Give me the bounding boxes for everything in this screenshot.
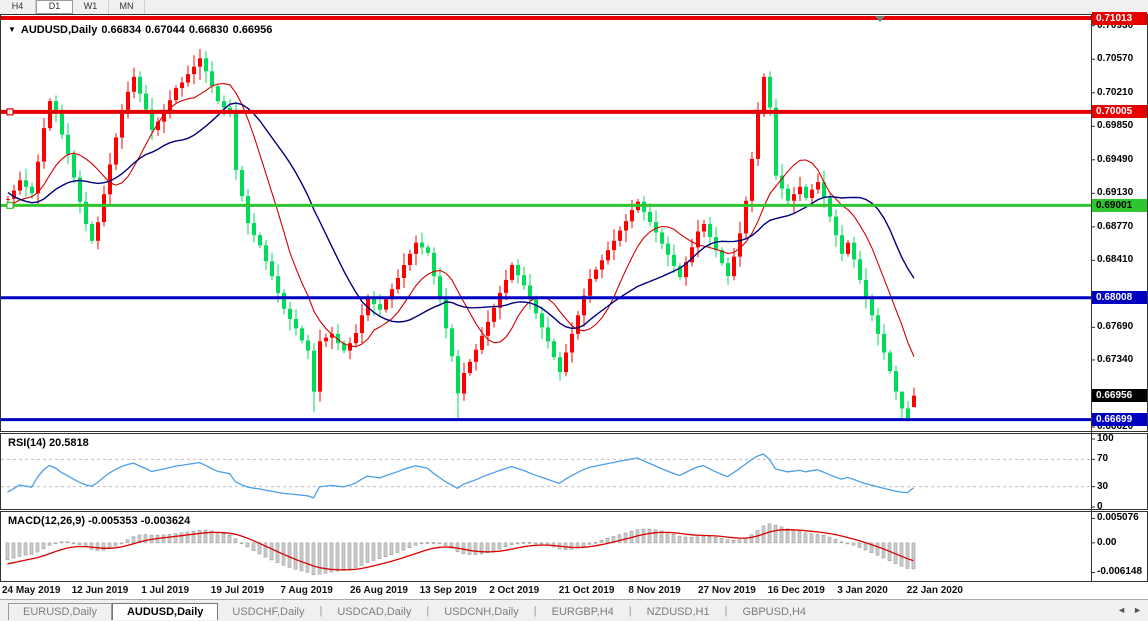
macd-tick-0.00: 0.00 [1097, 536, 1117, 548]
timeframe-button-mn[interactable]: MN [109, 0, 145, 14]
price-line-label-0.66699: 0.66699 [1092, 413, 1147, 427]
price-tick-0.67690: 0.67690 [1097, 321, 1134, 333]
chart-title: ▼ AUDUSD,Daily 0.66834 0.67044 0.66830 0.6695… [8, 24, 276, 36]
rsi-tick-0: 0 [1097, 501, 1103, 512]
price-tick-0.67340: 0.67340 [1097, 353, 1134, 365]
macd-name: MACD(12,26,9) [8, 515, 86, 527]
tab-separator: | [319, 605, 323, 617]
tab-audusd-daily[interactable]: AUDUSD,Daily [111, 603, 219, 620]
chart-shift-marker-icon[interactable] [875, 16, 885, 22]
tabs-scroll-left-icon[interactable]: ◄ [1117, 605, 1126, 615]
ohlc-high: 0.67044 [145, 24, 185, 36]
price-tick-0.70210: 0.70210 [1097, 86, 1134, 98]
rsi-plot[interactable] [0, 433, 1148, 510]
chart-dropdown-icon[interactable]: ▼ [8, 25, 16, 34]
rsi-line [7, 453, 914, 499]
current-price-label: 0.66956 [1092, 389, 1147, 403]
tab-separator: | [426, 605, 430, 617]
rsi-tick-70: 70 [1097, 453, 1109, 465]
chart-tabs-bar: EURUSD,Daily AUDUSD,Daily USDCHF,Daily | USD… [0, 599, 1148, 621]
date-label-21-oct-2019: 21 Oct 2019 [558, 585, 615, 596]
date-label-27-nov-2019: 27 Nov 2019 [698, 585, 756, 596]
price-tick-0.66620: 0.66620 [1097, 421, 1134, 432]
tab-nzdusd-h1[interactable]: NZDUSD,H1 [646, 605, 710, 618]
timeframe-button-h4[interactable]: H4 [0, 0, 36, 14]
candles-layer [6, 49, 916, 422]
macd-plot[interactable] [0, 511, 1148, 582]
tab-separator: | [533, 605, 537, 617]
ma-slow-line [7, 102, 915, 330]
date-label-19-jul-2019: 19 Jul 2019 [210, 585, 265, 596]
date-label-24-may-2019: 24 May 2019 [2, 585, 61, 596]
hline-anchor-0.69001[interactable] [6, 201, 14, 209]
chart-symbol-label: AUDUSD,Daily [20, 24, 98, 36]
macd-tick-0.005076: 0.005076 [1097, 512, 1139, 524]
date-label-13-sep-2019: 13 Sep 2019 [419, 585, 477, 596]
price-tick-0.69490: 0.69490 [1097, 153, 1134, 165]
timeframe-button-d1[interactable]: D1 [36, 0, 73, 14]
price-line-label-0.71013: 0.71013 [1092, 11, 1147, 25]
price-line-label-0.68008: 0.68008 [1092, 291, 1147, 305]
rsi-name: RSI(14) [8, 437, 46, 449]
tab-usdcad-daily[interactable]: USDCAD,Daily [337, 605, 412, 618]
date-label-26-aug-2019: 26 Aug 2019 [350, 585, 408, 596]
price-tick-0.68410: 0.68410 [1097, 254, 1134, 266]
timeframe-button-w1[interactable]: W1 [73, 0, 109, 14]
hline-anchor-0.70005[interactable] [6, 108, 14, 116]
date-label-22-jan-2020: 22 Jan 2020 [906, 585, 963, 596]
price-line-label-0.70005: 0.70005 [1092, 105, 1147, 119]
macd-tick--0.006148: -0.006148 [1097, 566, 1143, 578]
ohlc-open: 0.66834 [101, 24, 142, 36]
price-tick-0.68770: 0.68770 [1097, 220, 1134, 232]
date-label-8-nov-2019: 8 Nov 2019 [628, 585, 681, 596]
tab-usdcnh-daily[interactable]: USDCNH,Daily [444, 605, 519, 618]
ohlc-low: 0.66830 [188, 24, 229, 36]
date-label-16-dec-2019: 16 Dec 2019 [767, 585, 825, 596]
rsi-value: 20.5818 [48, 437, 89, 449]
date-label-2-oct-2019: 2 Oct 2019 [489, 585, 540, 596]
macd-indicator-label: MACD(12,26,9) -0.005353 -0.003624 [8, 515, 190, 527]
macd-values: -0.005353 -0.003624 [88, 515, 191, 527]
price-line-label-0.69001: 0.69001 [1092, 198, 1147, 212]
macd-signal-line [7, 529, 914, 571]
main-chart-plot[interactable] [0, 14, 1148, 432]
date-label-12-jun-2019: 12 Jun 2019 [71, 585, 129, 596]
date-label-3-jan-2020: 3 Jan 2020 [837, 585, 888, 596]
price-tick-0.70570: 0.70570 [1097, 53, 1134, 65]
tab-usdchf-daily[interactable]: USDCHF,Daily [232, 605, 305, 618]
tab-separator: | [724, 605, 728, 617]
tab-eurgbp-h4[interactable]: EURGBP,H4 [551, 605, 614, 618]
date-label-7-aug-2019: 7 Aug 2019 [280, 585, 333, 596]
price-tick-0.69130: 0.69130 [1097, 187, 1134, 199]
tab-separator: | [628, 605, 632, 617]
tab-gbpusd-h4[interactable]: GBPUSD,H4 [742, 605, 807, 618]
date-label-1-jul-2019: 1 Jul 2019 [141, 585, 189, 596]
tab-eurusd-daily[interactable]: EURUSD,Daily [8, 603, 112, 620]
price-tick-0.69850: 0.69850 [1097, 120, 1134, 132]
ohlc-close: 0.66956 [232, 24, 273, 36]
rsi-tick-30: 30 [1097, 480, 1109, 492]
macd-histogram [5, 523, 916, 575]
rsi-tick-100: 100 [1097, 433, 1114, 444]
rsi-indicator-label: RSI(14) 20.5818 [8, 437, 89, 449]
price-tick-0.70930: 0.70930 [1097, 19, 1134, 31]
tabs-scroll-right-icon[interactable]: ► [1133, 605, 1142, 615]
